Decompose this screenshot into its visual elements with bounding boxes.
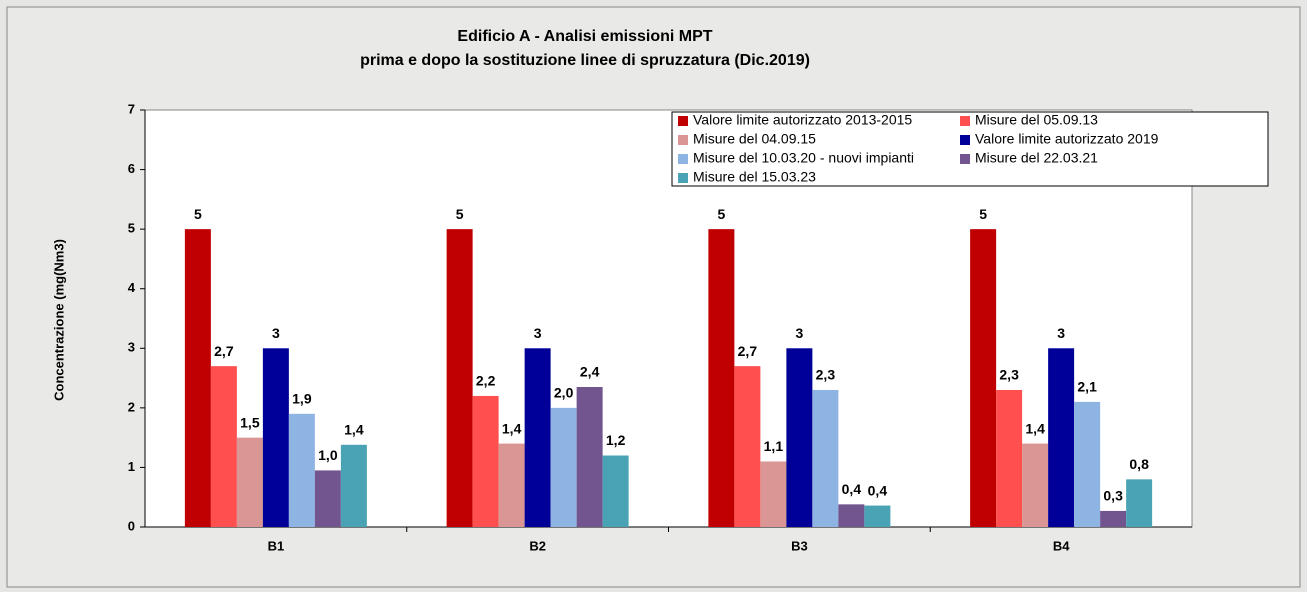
bar [864, 505, 891, 527]
value-label: 2,3 [816, 367, 836, 383]
value-label: 1,1 [764, 438, 784, 454]
value-label: 0,4 [868, 482, 888, 498]
y-tick-label: 3 [128, 340, 135, 355]
bar [970, 229, 997, 527]
value-label: 2,4 [580, 364, 600, 380]
value-label: 5 [979, 206, 987, 222]
bar [210, 366, 237, 527]
value-label: 2,1 [1077, 379, 1097, 395]
bar [812, 389, 839, 527]
bar [550, 407, 577, 527]
bar [1126, 479, 1153, 527]
legend-swatch [678, 154, 688, 164]
value-label: 0,8 [1129, 456, 1149, 472]
value-label: 2,2 [476, 373, 496, 389]
legend-label: Misure del 04.09.15 [693, 131, 816, 147]
value-label: 5 [456, 206, 464, 222]
value-label: 2,3 [999, 367, 1019, 383]
y-axis-label: Concentrazione (mg(Nm3) [51, 239, 66, 401]
value-label: 1,4 [344, 421, 364, 437]
legend-swatch [678, 173, 688, 183]
y-tick-label: 5 [128, 221, 135, 236]
value-label: 3 [1057, 325, 1065, 341]
value-label: 2,7 [214, 343, 234, 359]
value-label: 2,7 [738, 343, 758, 359]
y-tick-label: 7 [128, 101, 135, 116]
bar [838, 504, 865, 527]
bar [288, 413, 315, 527]
x-tick-label: B3 [791, 538, 808, 553]
bar [760, 461, 787, 527]
y-tick-label: 2 [128, 399, 135, 414]
legend-label: Misure del 10.03.20 - nuovi impianti [693, 150, 914, 166]
bar [996, 389, 1023, 527]
legend-swatch [960, 116, 970, 126]
value-label: 1,9 [292, 391, 312, 407]
chart-subtitle: prima e dopo la sostituzione linee di sp… [360, 52, 810, 69]
legend-label: Misure del 22.03.21 [975, 150, 1098, 166]
legend-label: Misure del 05.09.13 [975, 112, 1098, 128]
legend-swatch [678, 135, 688, 145]
value-label: 0,3 [1103, 488, 1123, 504]
value-label: 1,4 [1025, 420, 1045, 436]
value-label: 1,4 [502, 420, 522, 436]
value-label: 2,0 [554, 385, 574, 401]
bar [576, 387, 603, 527]
value-label: 3 [795, 325, 803, 341]
bar [1048, 348, 1075, 527]
bar [602, 455, 629, 527]
value-label: 3 [272, 325, 280, 341]
bar [708, 229, 735, 527]
bar [446, 229, 473, 527]
bar [1074, 401, 1101, 527]
bar [786, 348, 813, 527]
y-tick-label: 4 [128, 280, 136, 295]
value-label: 1,0 [318, 447, 338, 463]
legend-swatch [960, 135, 970, 145]
bar [314, 470, 341, 527]
bar [498, 443, 525, 527]
bar [340, 444, 367, 527]
legend-swatch [678, 116, 688, 126]
value-label: 1,2 [606, 432, 626, 448]
legend-swatch [960, 154, 970, 164]
chart-title: Edificio A - Analisi emissioni MPT [457, 28, 712, 45]
value-label: 3 [534, 325, 542, 341]
value-label: 0,4 [842, 481, 862, 497]
x-tick-label: B4 [1053, 538, 1070, 553]
bar [524, 348, 551, 527]
bar [472, 395, 499, 527]
legend-label: Valore limite autorizzato 2013-2015 [693, 112, 912, 128]
value-label: 5 [194, 206, 202, 222]
bar [262, 348, 289, 527]
bar [1100, 510, 1127, 527]
bar [236, 437, 263, 527]
x-tick-label: B1 [268, 538, 285, 553]
bar [184, 229, 211, 527]
legend-label: Valore limite autorizzato 2019 [975, 131, 1159, 147]
value-label: 5 [717, 206, 725, 222]
y-tick-label: 6 [128, 161, 135, 176]
x-tick-label: B2 [529, 538, 546, 553]
bar [1022, 443, 1049, 527]
y-tick-label: 0 [128, 518, 135, 533]
bar [734, 366, 761, 527]
y-tick-label: 1 [128, 459, 135, 474]
legend-label: Misure del 15.03.23 [693, 169, 816, 185]
value-label: 1,5 [240, 414, 260, 430]
